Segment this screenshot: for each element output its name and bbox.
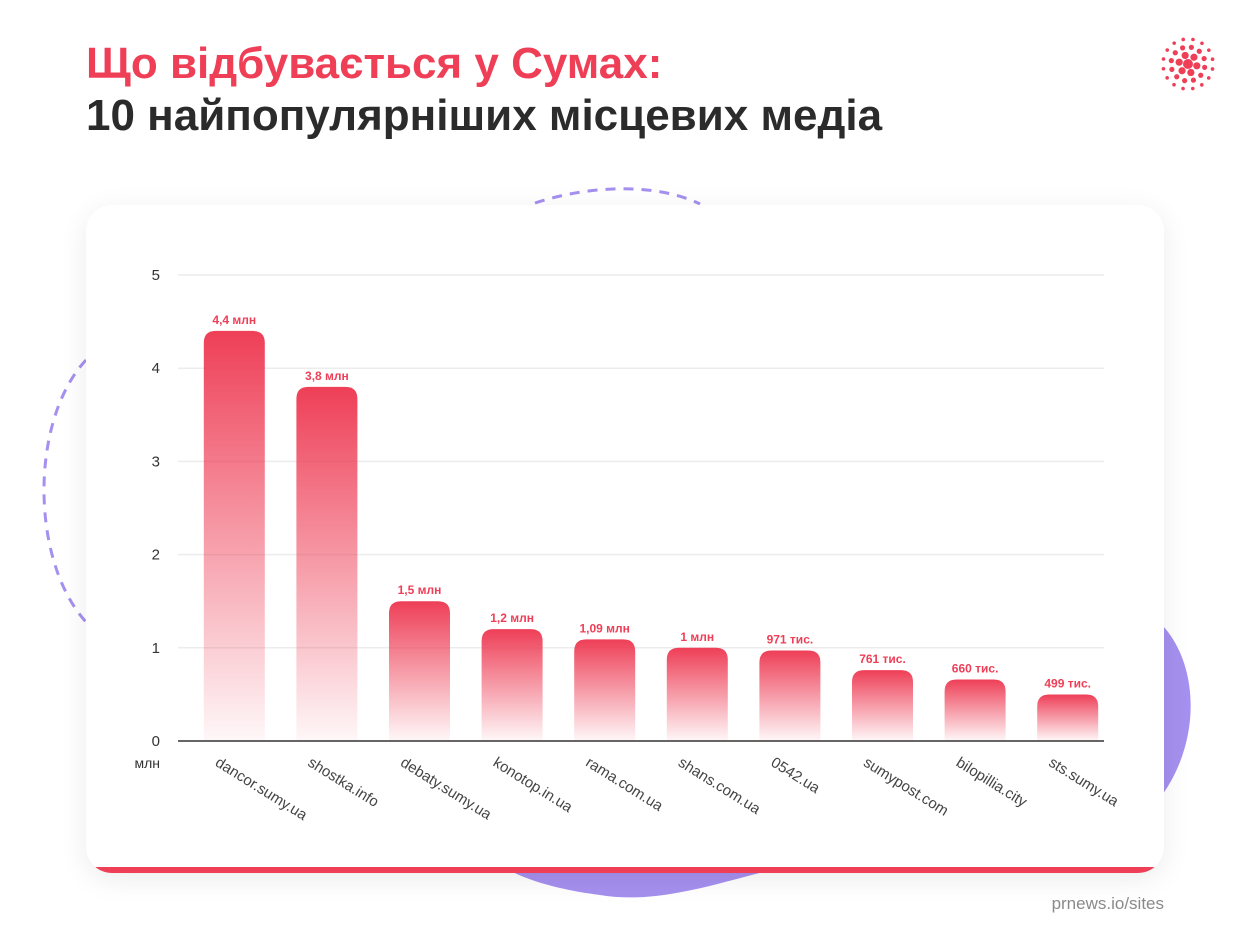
logo-dot-10 xyxy=(1182,78,1188,84)
bar-0542.ua xyxy=(759,650,821,741)
y-axis-ticks: 0 1 2 3 4 5 xyxy=(152,267,160,750)
logo-dot-20 xyxy=(1206,76,1211,80)
y-tick-label-3: 3 xyxy=(152,453,160,470)
bar-rama.com.ua xyxy=(574,639,636,741)
data-label-4: 1,09 млн xyxy=(579,621,629,635)
y-tick-label-5: 5 xyxy=(152,267,160,284)
y-tick-label-2: 2 xyxy=(152,547,160,564)
logo-dot-26 xyxy=(1161,66,1166,71)
logo-dot-27 xyxy=(1161,57,1166,61)
data-label-1: 3,8 млн xyxy=(305,369,349,383)
logo-dot-11 xyxy=(1174,74,1180,80)
bar-sts.sumy.ua xyxy=(1037,694,1099,741)
bar-chart: 4,4 млн 3,8 млн 1,5 млн 1,2 млн 1,09 млн 1 мл… xyxy=(134,267,1122,824)
card-accent-stripe xyxy=(86,867,1164,873)
logo-dot-6 xyxy=(1190,53,1198,61)
logo-dot-18 xyxy=(1201,55,1207,62)
data-label-6: 971 тис. xyxy=(767,633,814,647)
chart-card: 4,4 млн 3,8 млн 1,5 млн 1,2 млн 1,09 млн 1 мл… xyxy=(86,205,1164,873)
bar-shostka.info xyxy=(296,386,358,741)
y-axis-unit: млн xyxy=(134,755,160,771)
logo-dot-23 xyxy=(1181,86,1185,91)
data-label-0: 4,4 млн xyxy=(212,313,256,327)
data-labels: 4,4 млн 3,8 млн 1,5 млн 1,2 млн 1,09 млн 1 мл… xyxy=(212,313,1091,691)
logo-dot-3 xyxy=(1178,67,1186,75)
data-label-2: 1,5 млн xyxy=(398,583,442,597)
logo-dot-7 xyxy=(1202,64,1208,70)
y-tick-label-4: 4 xyxy=(152,360,160,377)
logo-dot-19 xyxy=(1210,67,1215,71)
data-label-5: 1 млн xyxy=(680,630,714,644)
y-tick-label-0: 0 xyxy=(152,733,160,750)
x-tick-label-2: debaty.sumy.ua xyxy=(397,754,494,824)
logo-dot-31 xyxy=(1191,37,1195,42)
logo-dot-4 xyxy=(1175,58,1183,66)
bar-debaty.sumy.ua xyxy=(389,601,450,741)
x-tick-label-0: dancor.sumy.ua xyxy=(212,754,310,824)
logo-dot-9 xyxy=(1190,77,1197,83)
logo-dot-33 xyxy=(1207,48,1211,52)
y-tick-label-1: 1 xyxy=(152,640,160,657)
x-tick-label-5: shans.com.ua xyxy=(675,754,764,818)
x-tick-label-7: sumypost.com xyxy=(860,754,951,820)
logo-dot-28 xyxy=(1165,48,1170,52)
data-label-9: 499 тис. xyxy=(1044,676,1091,690)
logo-dot-34 xyxy=(1210,57,1215,62)
logo-dot-1 xyxy=(1193,62,1201,70)
data-label-3: 1,2 млн xyxy=(490,611,534,625)
data-label-8: 660 тис. xyxy=(952,661,999,675)
dots-burst-logo-icon xyxy=(1161,37,1215,91)
logo-dot-29 xyxy=(1172,41,1176,45)
logo-dot-22 xyxy=(1190,86,1195,91)
logo-dot-16 xyxy=(1188,44,1194,50)
bar-shans.com.ua xyxy=(666,647,728,741)
logo-dot-0 xyxy=(1183,59,1193,69)
page-subtitle: 10 найпопулярніших місцевих медіа xyxy=(86,91,883,140)
bar-konotop.in.ua xyxy=(481,629,543,741)
logo-dot-5 xyxy=(1181,51,1189,60)
x-tick-label-4: rama.com.ua xyxy=(583,754,667,815)
logo-dot-15 xyxy=(1179,45,1186,51)
logo-dot-17 xyxy=(1196,48,1202,54)
logo-dot-13 xyxy=(1168,58,1174,64)
x-tick-label-3: konotop.in.ua xyxy=(490,754,576,816)
page-title: Що відбувається у Сумах: xyxy=(86,39,663,88)
logo-dot-32 xyxy=(1200,41,1204,46)
bar-sumypost.com xyxy=(852,670,913,741)
logo-dot-21 xyxy=(1200,83,1204,87)
logo-dot-30 xyxy=(1181,37,1186,42)
x-tick-label-9: sts.sumy.ua xyxy=(1046,754,1122,811)
logo-dot-24 xyxy=(1172,82,1176,87)
decor-dashed-arc-left xyxy=(42,358,88,624)
bars xyxy=(203,330,1099,741)
bar-dancor.sumy.ua xyxy=(203,330,265,741)
logo-dot-2 xyxy=(1187,68,1195,77)
x-tick-label-8: bilopillia.city xyxy=(953,754,1030,811)
logo-dot-12 xyxy=(1169,66,1175,73)
logo-dot-14 xyxy=(1172,50,1178,56)
x-tick-label-1: shostka.info xyxy=(305,754,382,811)
bar-bilopillia.city xyxy=(944,679,1006,741)
logo-dot-8 xyxy=(1198,72,1204,78)
data-label-7: 761 тис. xyxy=(859,652,906,666)
decor-dashed-arc-top xyxy=(534,187,701,206)
source-label: prnews.io/sites xyxy=(1051,894,1164,913)
x-tick-label-6: 0542.ua xyxy=(768,754,824,797)
logo-dot-25 xyxy=(1165,76,1169,80)
